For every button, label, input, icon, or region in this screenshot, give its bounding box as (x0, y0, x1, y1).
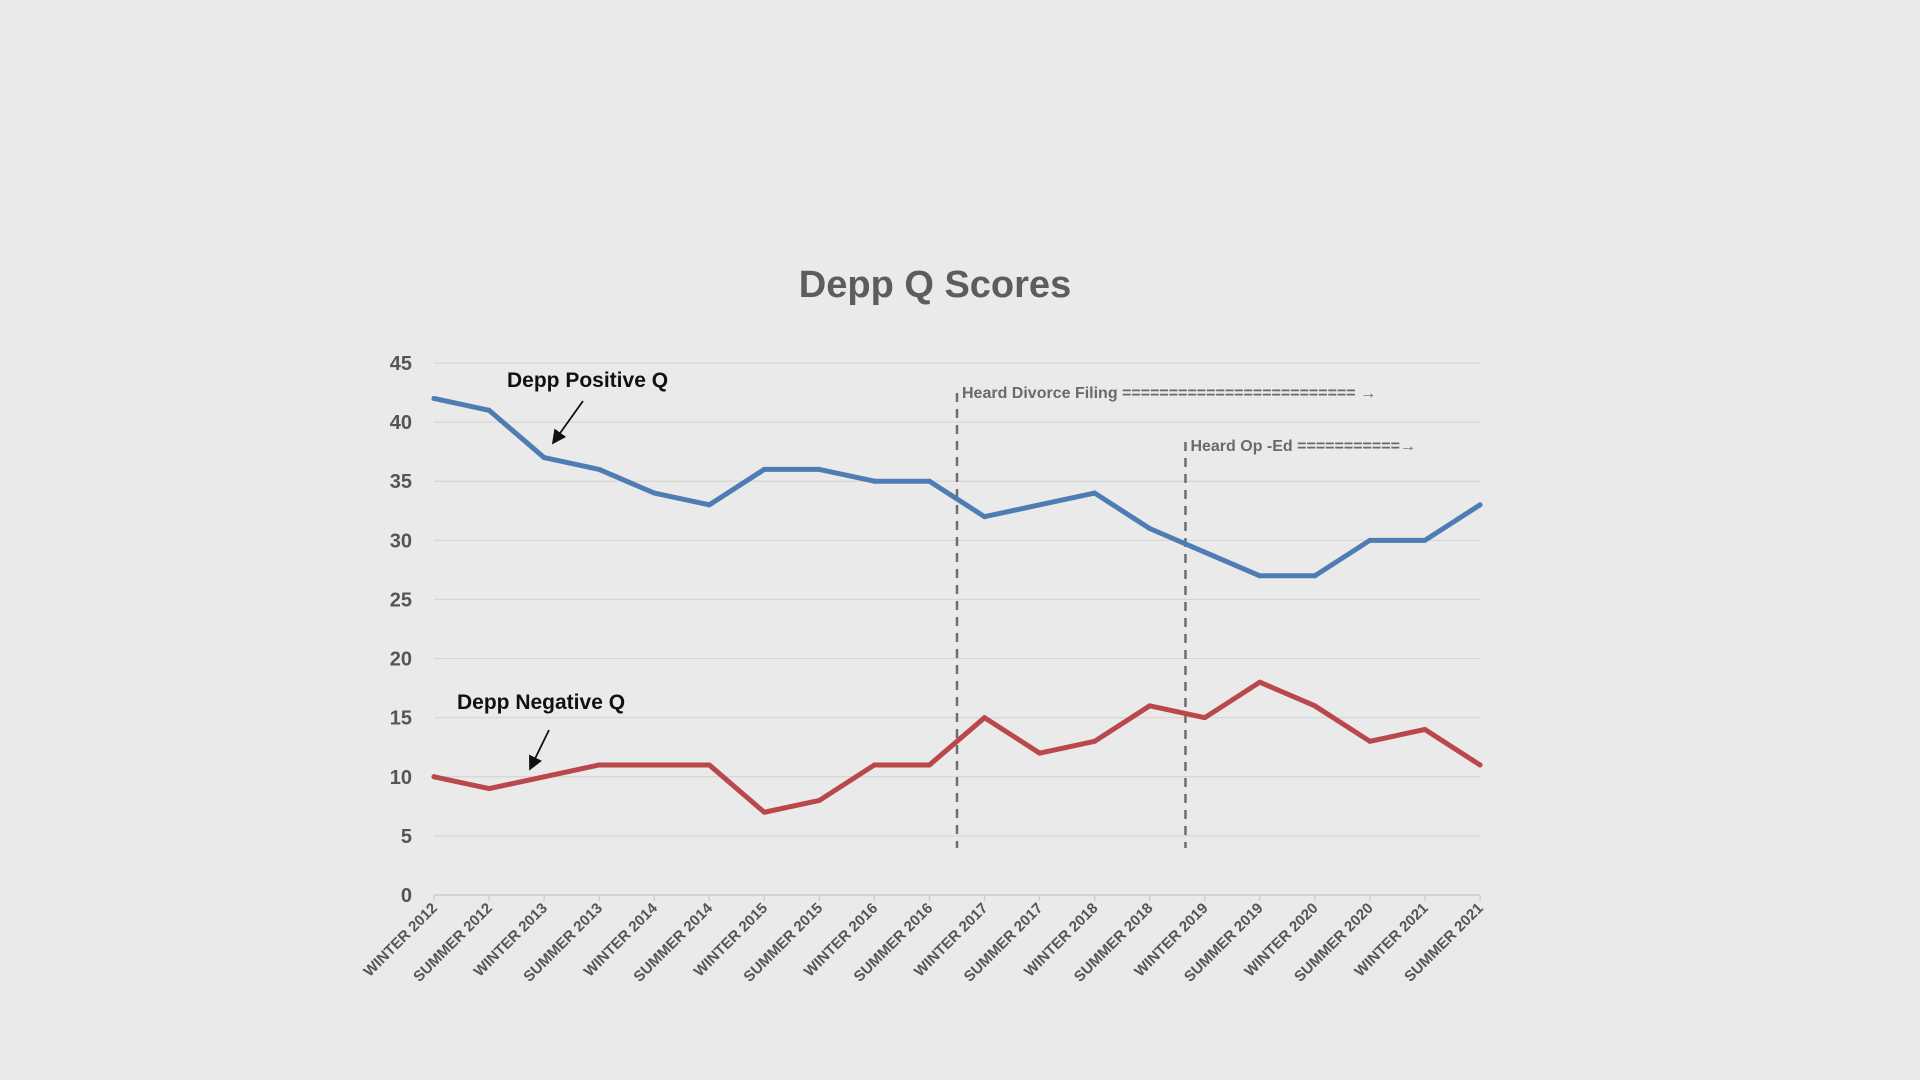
data-point (926, 762, 932, 768)
y-tick-label: 20 (390, 649, 412, 671)
chart-title: Depp Q Scores (799, 264, 1071, 306)
series-label-arrow (551, 400, 584, 445)
data-point (1147, 703, 1153, 709)
data-point (1367, 537, 1373, 543)
y-tick-label: 10 (390, 767, 412, 789)
y-tick-label: 15 (390, 708, 412, 730)
data-point (1312, 703, 1318, 709)
data-point (651, 762, 657, 768)
data-point (1147, 526, 1153, 532)
y-tick-label: 35 (390, 471, 412, 493)
data-point (871, 762, 877, 768)
data-point (1257, 679, 1263, 685)
data-point (486, 407, 492, 413)
data-point (1257, 573, 1263, 579)
data-point (596, 762, 602, 768)
data-point (761, 466, 767, 472)
data-point (706, 502, 712, 508)
data-point (1202, 715, 1208, 721)
y-tick-label: 0 (401, 885, 412, 907)
data-point (431, 774, 437, 780)
data-point (761, 809, 767, 815)
data-point (982, 514, 988, 520)
data-point (1477, 762, 1483, 768)
data-point (926, 478, 932, 484)
data-point (651, 490, 657, 496)
data-point (1312, 573, 1318, 579)
y-tick-label: 5 (401, 826, 412, 848)
data-point (541, 774, 547, 780)
event-marker-label: Heard Op -Ed ===========→ (1190, 438, 1415, 455)
data-point (1422, 537, 1428, 543)
data-point (596, 466, 602, 472)
data-point (1367, 738, 1373, 744)
y-tick-label: 30 (390, 530, 412, 552)
series-label-negative-q: Depp Negative Q (457, 691, 625, 714)
data-point (1202, 549, 1208, 555)
series-label-positive-q: Depp Positive Q (507, 369, 668, 392)
data-point (1092, 490, 1098, 496)
data-point (1037, 502, 1043, 508)
series-line-negative-q (431, 679, 1483, 815)
data-point (486, 786, 492, 792)
data-point (541, 455, 547, 461)
y-tick-label: 45 (390, 353, 412, 375)
data-point (816, 797, 822, 803)
data-point (982, 715, 988, 721)
data-point (1037, 750, 1043, 756)
series-label-arrow (529, 729, 550, 771)
data-point (1422, 726, 1428, 732)
series-line-positive-q (431, 395, 1483, 579)
data-point (431, 395, 437, 401)
data-point (706, 762, 712, 768)
data-point (1477, 502, 1483, 508)
y-tick-label: 25 (390, 589, 412, 611)
data-point (816, 466, 822, 472)
data-point (871, 478, 877, 484)
y-tick-label: 40 (390, 412, 412, 434)
data-point (1092, 738, 1098, 744)
event-marker-label: Heard Divorce Filing ===================… (962, 385, 1376, 402)
